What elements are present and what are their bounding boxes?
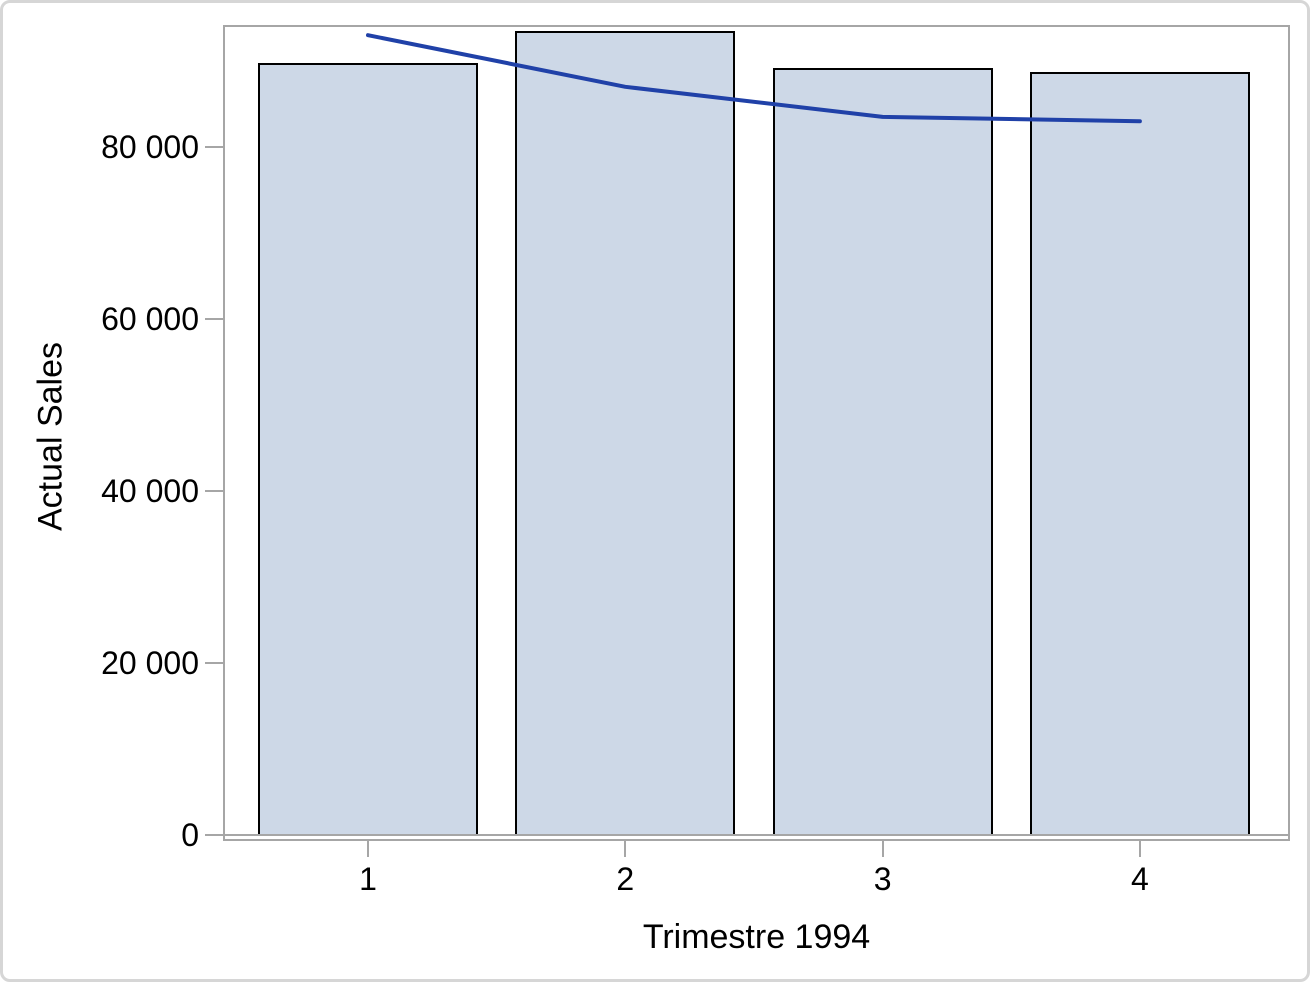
y-tick-mark (205, 834, 223, 836)
y-tick-label: 0 (181, 817, 199, 853)
x-tick-label: 4 (1130, 861, 1149, 897)
bar (1029, 72, 1250, 836)
y-tick-mark (205, 490, 223, 492)
y-tick-label: 20 000 (101, 645, 199, 681)
y-axis-title: Actual Sales (31, 342, 70, 531)
x-tick-label: 3 (873, 861, 892, 897)
y-tick-label: 60 000 (101, 301, 199, 337)
x-tick-mark (881, 841, 884, 857)
x-tick-label: 1 (359, 861, 377, 897)
x-axis-baseline (223, 834, 1290, 836)
y-tick-mark (205, 318, 223, 320)
x-axis-title: Trimestre 1994 (642, 918, 871, 956)
bar (258, 62, 478, 836)
y-tick-mark (205, 146, 223, 148)
bar (772, 67, 993, 836)
x-tick-mark (1138, 841, 1141, 857)
x-tick-mark (367, 841, 369, 857)
x-tick-label: 2 (616, 861, 635, 897)
bar (515, 30, 736, 836)
y-tick-mark (205, 662, 223, 664)
y-tick-label: 40 000 (101, 473, 199, 509)
x-tick-mark (624, 841, 627, 857)
y-tick-label: 80 000 (101, 129, 199, 165)
